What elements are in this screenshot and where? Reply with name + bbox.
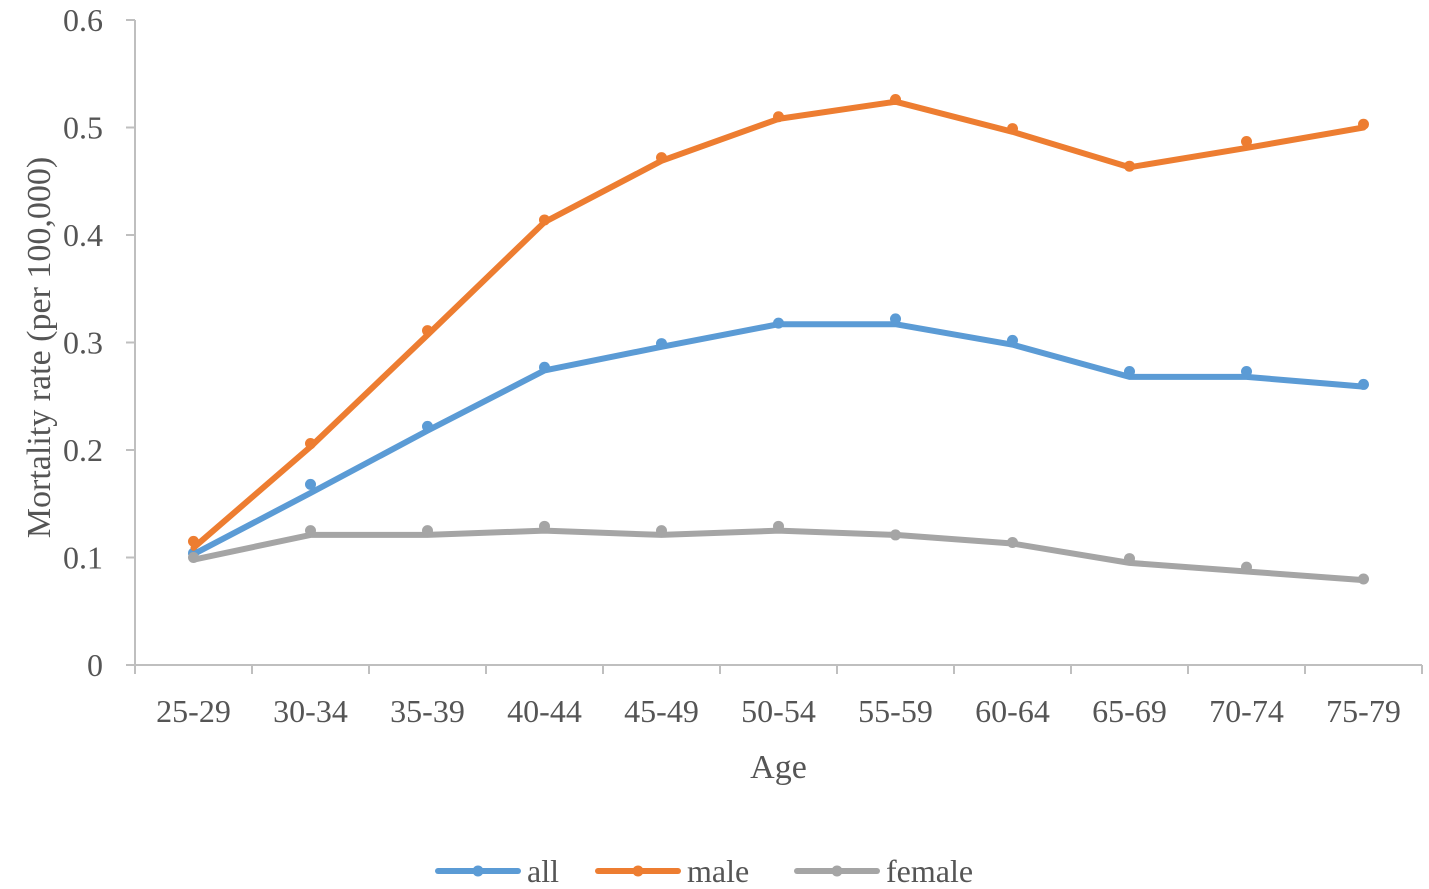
data-point	[773, 317, 784, 329]
legend-marker	[472, 865, 484, 877]
legend-marker	[632, 865, 644, 877]
legend: all male female	[435, 853, 973, 889]
data-point	[1124, 160, 1135, 172]
data-point	[188, 535, 199, 547]
data-point	[1124, 553, 1135, 565]
data-point	[890, 313, 901, 325]
x-tick-label: 45-49	[624, 693, 699, 729]
legend-item-male: male	[595, 853, 749, 889]
data-point	[1007, 334, 1018, 346]
data-point	[773, 520, 784, 532]
legend-label: male	[687, 853, 749, 889]
y-tick-label: 0.2	[63, 432, 103, 468]
data-point	[539, 520, 550, 532]
data-point	[539, 361, 550, 373]
data-point	[1241, 561, 1252, 573]
data-point	[422, 525, 433, 537]
series-all	[188, 313, 1369, 559]
series-line-all	[190, 321, 1367, 558]
data-point	[656, 152, 667, 164]
data-point	[422, 420, 433, 432]
series-lines	[188, 94, 1369, 585]
y-tick-label: 0.6	[63, 2, 103, 38]
data-point	[656, 338, 667, 350]
data-point	[1241, 135, 1252, 147]
legend-item-all: all	[435, 853, 559, 889]
data-point	[1358, 118, 1369, 130]
x-tick-label: 75-79	[1326, 693, 1401, 729]
data-point	[890, 529, 901, 541]
y-tick-label: 0	[87, 647, 103, 683]
legend-marker	[831, 865, 843, 877]
data-point	[1124, 366, 1135, 378]
y-tick-label: 0.1	[63, 540, 103, 576]
data-point	[1007, 536, 1018, 548]
data-point	[1358, 573, 1369, 585]
legend-item-female: female	[794, 853, 973, 889]
series-female	[188, 520, 1369, 585]
data-point	[656, 525, 667, 537]
data-point	[305, 525, 316, 537]
legend-label: female	[886, 853, 973, 889]
legend-label: all	[527, 853, 559, 889]
data-point	[188, 552, 199, 563]
x-tick-label: 70-74	[1209, 693, 1284, 729]
y-tick-label: 0.5	[63, 110, 103, 146]
x-tick-label: 50-54	[741, 693, 816, 729]
axes: 0 0.1 0.2 0.3 0.4 0.5 0.6 25-29 30-34 35-39 40-44 4…	[63, 2, 1423, 729]
x-tick-label: 55-59	[858, 693, 933, 729]
data-point	[1241, 366, 1252, 378]
data-point	[890, 94, 901, 106]
series-line-female	[190, 527, 1367, 584]
x-axis-title: Age	[750, 749, 807, 786]
y-tick-label: 0.3	[63, 325, 103, 361]
x-tick-label: 25-29	[156, 693, 231, 729]
x-tick-label: 40-44	[507, 693, 582, 729]
data-point	[422, 325, 433, 337]
data-point	[305, 478, 316, 490]
data-point	[1007, 123, 1018, 135]
x-tick-label: 30-34	[273, 693, 348, 729]
data-point	[1358, 378, 1369, 390]
x-tick-label: 65-69	[1092, 693, 1167, 729]
data-point	[305, 438, 316, 450]
y-tick-label: 0.4	[63, 217, 103, 253]
x-tick-label: 60-64	[975, 693, 1050, 729]
y-axis-title: Mortality rate (per 100,000)	[21, 157, 58, 538]
x-tick-label: 35-39	[390, 693, 465, 729]
series-male	[188, 94, 1369, 551]
data-point	[773, 111, 784, 123]
data-point	[539, 214, 550, 226]
